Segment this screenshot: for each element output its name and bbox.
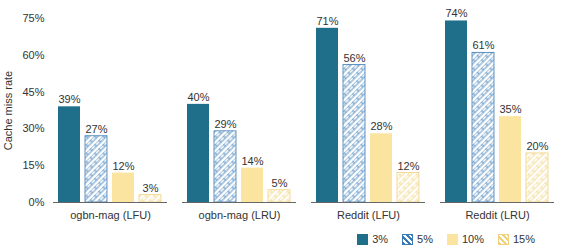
svg-text:30%: 30%	[22, 122, 44, 134]
svg-text:3%: 3%	[143, 182, 159, 194]
svg-text:39%: 39%	[58, 93, 80, 105]
svg-text:74%: 74%	[445, 7, 467, 19]
svg-text:Reddit (LFU): Reddit (LFU)	[337, 209, 400, 221]
svg-text:71%: 71%	[316, 15, 338, 27]
html-text:10%: 10%	[461, 233, 484, 245]
svg-text:29%: 29%	[214, 118, 236, 130]
svg-text:40%: 40%	[187, 91, 209, 103]
svg-text:12%: 12%	[397, 160, 419, 172]
svg-text:56%: 56%	[343, 52, 365, 64]
svg-text:5%: 5%	[272, 177, 288, 189]
svg-text:61%: 61%	[472, 39, 494, 51]
svg-text:12%: 12%	[112, 160, 134, 172]
svg-text:Cache miss rate: Cache miss rate	[2, 71, 14, 150]
svg-text:14%: 14%	[241, 155, 263, 167]
html-text:5%: 5%	[417, 233, 433, 245]
svg-text:60%: 60%	[22, 49, 44, 61]
svg-text:35%: 35%	[499, 103, 521, 115]
svg-text:15%: 15%	[22, 159, 44, 171]
svg-text:45%: 45%	[22, 86, 44, 98]
html-text:3%: 3%	[372, 233, 388, 245]
svg-text:28%: 28%	[370, 120, 392, 132]
svg-text:27%: 27%	[85, 123, 107, 135]
svg-text:ogbn-mag (LRU): ogbn-mag (LRU)	[199, 209, 281, 221]
svg-text:75%: 75%	[22, 12, 44, 24]
svg-text:Reddit (LRU): Reddit (LRU)	[465, 209, 529, 221]
html-text:15%: 15%	[513, 233, 535, 245]
svg-text:0%: 0%	[29, 196, 45, 208]
svg-text:ogbn-mag (LFU): ogbn-mag (LFU)	[70, 209, 151, 221]
svg-text:20%: 20%	[526, 140, 548, 152]
